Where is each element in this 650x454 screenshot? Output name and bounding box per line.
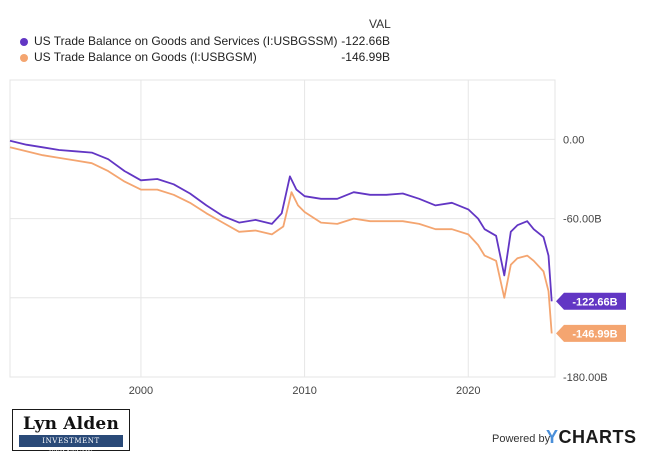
legend-value-header: VAL (369, 17, 391, 31)
plot-frame (9, 79, 556, 378)
y-tick-label: -60.00B (563, 214, 602, 226)
logo-tagline: INVESTMENT STRATEGY (19, 435, 123, 454)
powered-by-text: Powered by (492, 433, 551, 445)
chart-area: 2000201020200.00-60.00B-120.00B-180.00B … (0, 70, 650, 410)
end-value-flag-1: -146.99B (556, 324, 626, 342)
footer: Lyn Alden INVESTMENT STRATEGY Powered by… (0, 405, 650, 454)
legend-series-name: US Trade Balance on Goods (I:USBGSM) (34, 50, 257, 64)
ycharts-logo[interactable]: YCHARTS (546, 427, 637, 448)
chart-svg: 2000201020200.00-60.00B-120.00B-180.00B … (9, 79, 626, 397)
y-tick-label: -180.00B (563, 372, 608, 384)
legend-series-name: US Trade Balance on Goods and Services (… (34, 34, 338, 48)
x-tick-label: 2010 (292, 385, 316, 397)
logo-name: Lyn Alden (22, 414, 119, 434)
end-value-flag-box (556, 324, 626, 342)
series-line-1 (9, 146, 553, 334)
series-dot-icon (20, 54, 28, 62)
x-tick-label: 2000 (129, 385, 153, 397)
legend-item-goods[interactable]: US Trade Balance on Goods (I:USBGSM) -14… (0, 50, 400, 66)
end-value-label: -122.66B (572, 296, 617, 308)
lyn-alden-logo: Lyn Alden INVESTMENT STRATEGY (12, 409, 130, 454)
end-value-flag-box (556, 292, 626, 310)
x-tick-label: 2020 (456, 385, 480, 397)
ycharts-y-mark: Y (546, 427, 559, 447)
series-dot-icon (20, 38, 28, 46)
legend-item-goods-and-services[interactable]: US Trade Balance on Goods and Services (… (0, 34, 400, 50)
end-value-label: -146.99B (572, 328, 617, 340)
legend-series-value: -146.99B (341, 50, 390, 64)
series-line-0 (9, 139, 553, 302)
ycharts-wordmark: CHARTS (558, 427, 637, 447)
end-value-flag-0: -122.66B (556, 292, 626, 310)
y-tick-label: 0.00 (563, 134, 584, 146)
legend-series-value: -122.66B (341, 34, 390, 48)
chart-legend: VAL US Trade Balance on Goods and Servic… (0, 0, 650, 70)
